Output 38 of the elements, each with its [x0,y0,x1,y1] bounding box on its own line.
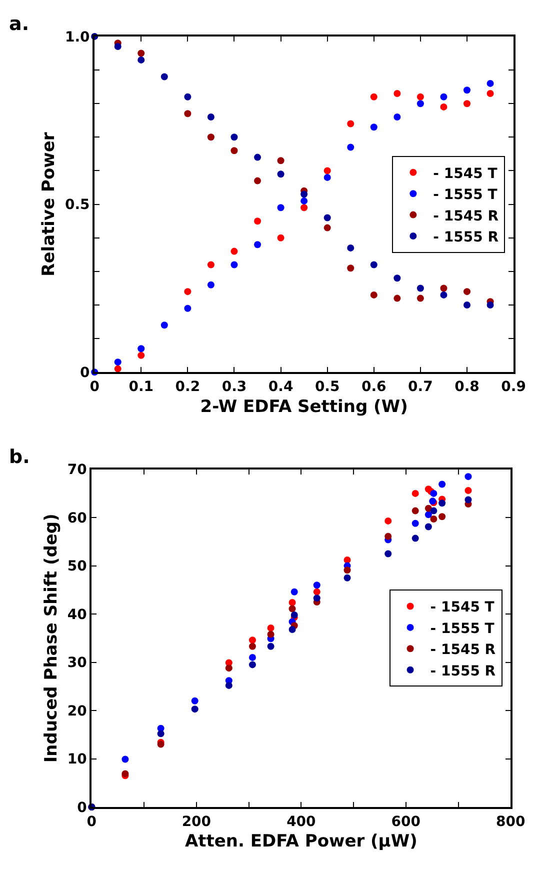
y-tick-label: 1.0 [64,29,90,46]
x-tick-label: 200 [182,814,212,830]
x-tick-label: 0.1 [128,378,154,395]
legend-label: - 1555 R [433,229,499,246]
y-tick-label: 60 [67,510,88,526]
y-axis-title: Induced Phase Shift (deg) [41,514,62,763]
y-tick-label: 0 [80,365,90,382]
y-tick-label: 20 [67,703,88,720]
x-tick-label: 0.3 [222,378,247,395]
x-tick-label: 800 [496,814,526,830]
y-tick-label: 40 [67,606,88,623]
x-tick-label: 600 [391,814,421,830]
text: b. [9,446,30,468]
x-axis-title: Atten. EDFA Power (µW) [184,832,418,852]
text: a. [9,13,30,35]
y-tick-label: 0.5 [64,197,90,214]
legend-label: - 1545 R [430,642,496,658]
x-axis-title: 2-W EDFA Setting (W) [200,396,408,417]
y-tick-label: 0 [77,800,88,816]
x-tick-label: 0.2 [175,378,200,395]
x-tick-label: 0.5 [314,378,340,395]
legend-label: - 1555 R [430,663,496,680]
x-tick-label: 0.6 [361,378,386,395]
x-tick-label: 0.8 [454,378,480,395]
x-tick-label: 0.7 [408,378,433,395]
x-tick-label: 0.4 [268,378,294,395]
y-axis-title: Relative Power [39,132,60,276]
legend-label: - 1545 T [430,600,495,616]
legend-label: - 1555 T [433,187,498,204]
y-tick-label: 30 [67,655,88,672]
y-tick-label: 70 [67,462,88,478]
legend-label: - 1545 R [433,208,499,224]
x-tick-label: 400 [286,814,316,830]
y-tick-label: 10 [67,752,88,768]
y-tick-label: 50 [67,558,88,575]
legend-label: - 1545 T [433,166,498,182]
legend-label: - 1555 T [430,620,495,637]
x-tick-label: 0.9 [501,378,526,395]
